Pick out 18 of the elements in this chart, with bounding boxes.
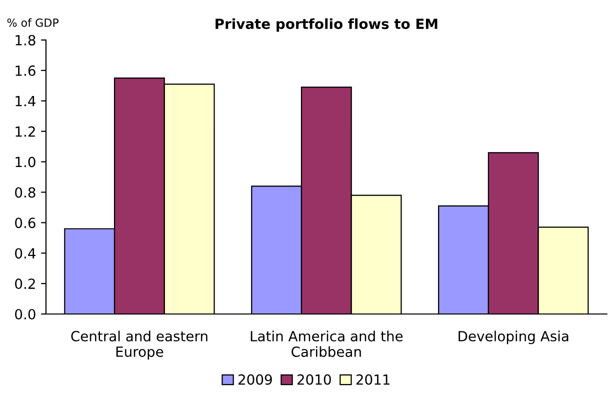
y-tick-label: 0.4 (15, 248, 36, 259)
y-tick-label: 1.6 (16, 65, 36, 76)
y-tick-label: 1.4 (16, 96, 36, 106)
x-tick-label: Developing Asia (458, 330, 568, 344)
chart-title: Private portfolio flows to EM (216, 18, 438, 32)
legend-label: 2009 (238, 374, 272, 385)
x-tick-label: Central and eastern Europe (71, 330, 208, 360)
y-tick-label: 0.8 (15, 187, 36, 198)
legend-label: 2011 (356, 374, 390, 385)
legend-label: 2010 (297, 374, 331, 385)
y-axis-title: % of GDP (7, 18, 59, 27)
y-tick-label: 0.6 (15, 218, 36, 228)
y-tick-label: 1.0 (16, 156, 36, 168)
x-tick-label: Latin America and the Caribbean (250, 330, 403, 357)
y-tick-label: 1.2 (16, 126, 35, 137)
y-tick-label: 1.8 (16, 34, 36, 46)
y-tick-label: 0.0 (15, 308, 36, 320)
y-tick-label: 0.2 (15, 278, 35, 290)
